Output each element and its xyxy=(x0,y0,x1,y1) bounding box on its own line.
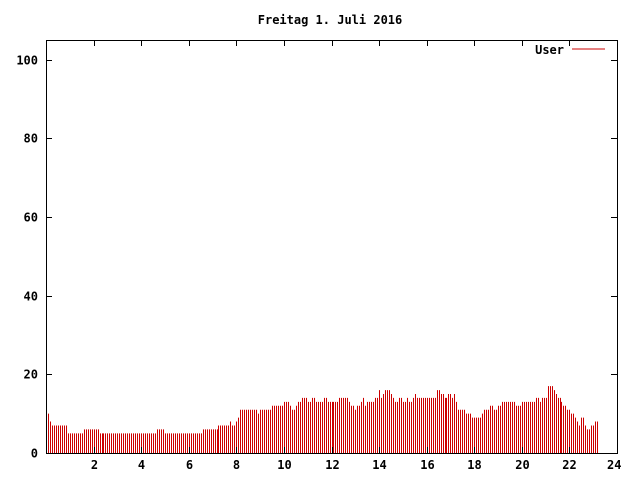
y-tick-label: 80 xyxy=(24,132,38,146)
x-tick-label: 22 xyxy=(562,458,576,472)
x-tick-label: 20 xyxy=(515,458,529,472)
x-tick-label: 10 xyxy=(277,458,291,472)
x-tick-label: 24 xyxy=(607,458,621,472)
x-tick-label: 6 xyxy=(186,458,193,472)
y-tick-label: 20 xyxy=(24,368,38,382)
x-tick-label: 12 xyxy=(325,458,339,472)
x-tick-label: 4 xyxy=(138,458,145,472)
x-tick-label: 2 xyxy=(91,458,98,472)
plot-frame xyxy=(46,40,618,454)
legend: User xyxy=(535,43,605,57)
axes xyxy=(46,40,618,454)
x-tick-label: 18 xyxy=(467,458,481,472)
y-tick-label: 40 xyxy=(24,290,38,304)
chart-title: Freitag 1. Juli 2016 xyxy=(258,13,403,27)
y-tick-label: 100 xyxy=(16,54,38,68)
x-tick-label: 14 xyxy=(372,458,386,472)
y-tick-label: 60 xyxy=(24,211,38,225)
x-tick-label: 8 xyxy=(233,458,240,472)
x-tick-label: 16 xyxy=(420,458,434,472)
legend-label: User xyxy=(535,43,564,57)
y-tick-label: 0 xyxy=(31,447,38,461)
bar-series xyxy=(48,386,598,453)
